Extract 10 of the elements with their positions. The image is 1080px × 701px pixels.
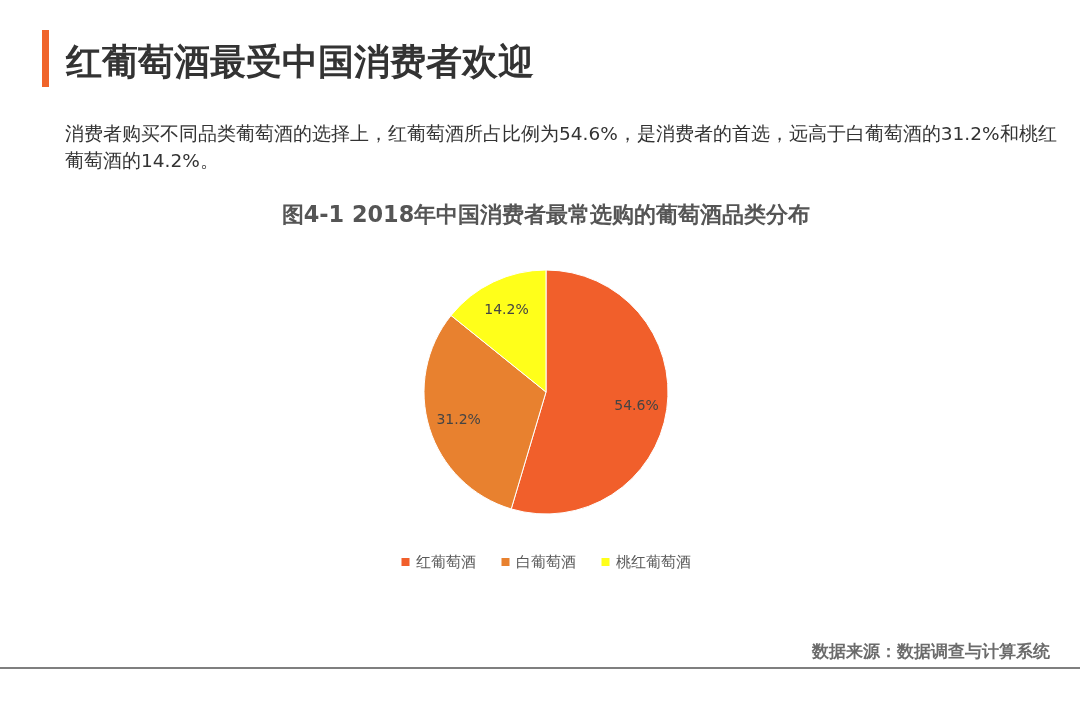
legend-label: 红葡萄酒 xyxy=(415,553,476,572)
chart-subtitle: 消费者购买不同品类葡萄酒的选择上，红葡萄酒所占比例为54.6%，是消费者的首选，远高于白葡萄酒的31.2%和桃红葡萄酒的14.2%。 xyxy=(65,123,1057,171)
legend-label: 白葡萄酒 xyxy=(515,553,576,572)
caption: 图4-1 2018年中国消费者最常选购的葡萄酒品类分布 xyxy=(281,201,811,227)
legend-label: 桃红葡萄酒 xyxy=(615,553,691,572)
source-note: 数据来源：数据调查与计算系统 xyxy=(811,641,1051,661)
data-label: 31.2% xyxy=(436,411,481,428)
chart-title: 红葡萄酒最受中国消费者欢迎 xyxy=(65,41,534,82)
data-label: 54.6% xyxy=(614,397,659,414)
data-label: 14.2% xyxy=(484,301,529,318)
